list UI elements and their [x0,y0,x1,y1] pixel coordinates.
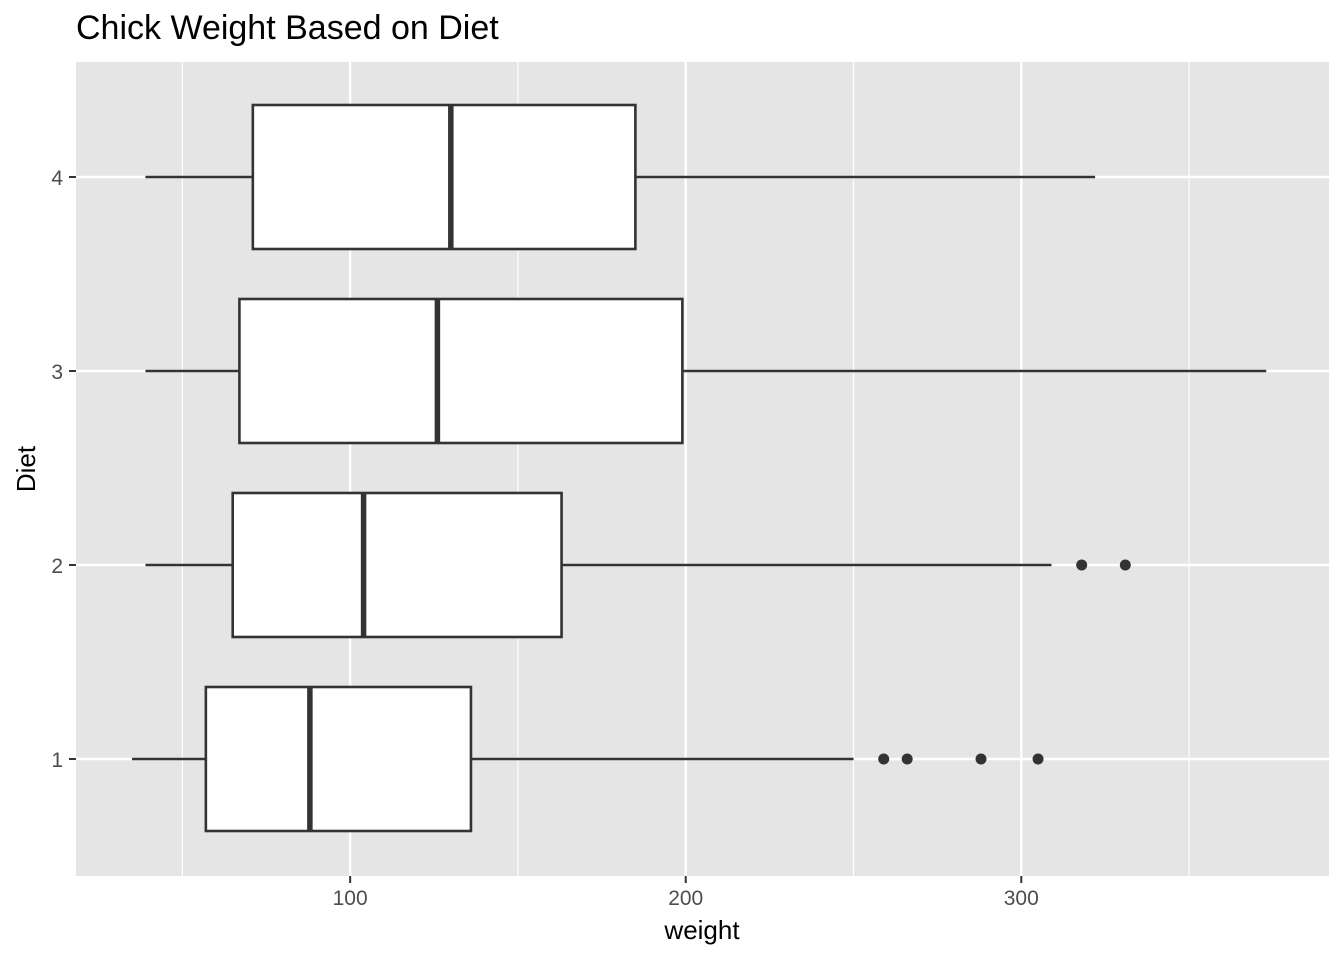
outlier-point [1032,753,1044,765]
y-tick-label: 1 [51,749,63,772]
outlier-point [1076,559,1088,571]
box-diet-3 [145,297,1267,445]
x-tick-label: 100 [333,887,368,910]
outlier-point [1119,559,1131,571]
y-tick-label: 4 [51,167,63,190]
box-diet-4 [145,103,1096,251]
boxes [132,103,1267,833]
axes: 100 200 300 1 2 3 4 [51,167,1038,910]
x-axis-title: weight [663,915,740,945]
outlier-point [901,753,913,765]
chart-title: Chick Weight Based on Diet [76,9,499,47]
box-iqr [204,685,473,833]
x-tick-label: 200 [668,887,703,910]
box-iqr [251,103,637,251]
outlier-point [975,753,987,765]
box-iqr [238,297,684,445]
y-axis-title: Diet [11,445,41,492]
x-tick-label: 300 [1004,887,1039,910]
y-tick-label: 3 [51,361,63,384]
y-tick-label: 2 [51,555,63,578]
box-diet-2 [145,491,1131,639]
box-iqr [231,491,563,639]
box-diet-1 [132,685,1044,833]
outlier-point [878,753,890,765]
